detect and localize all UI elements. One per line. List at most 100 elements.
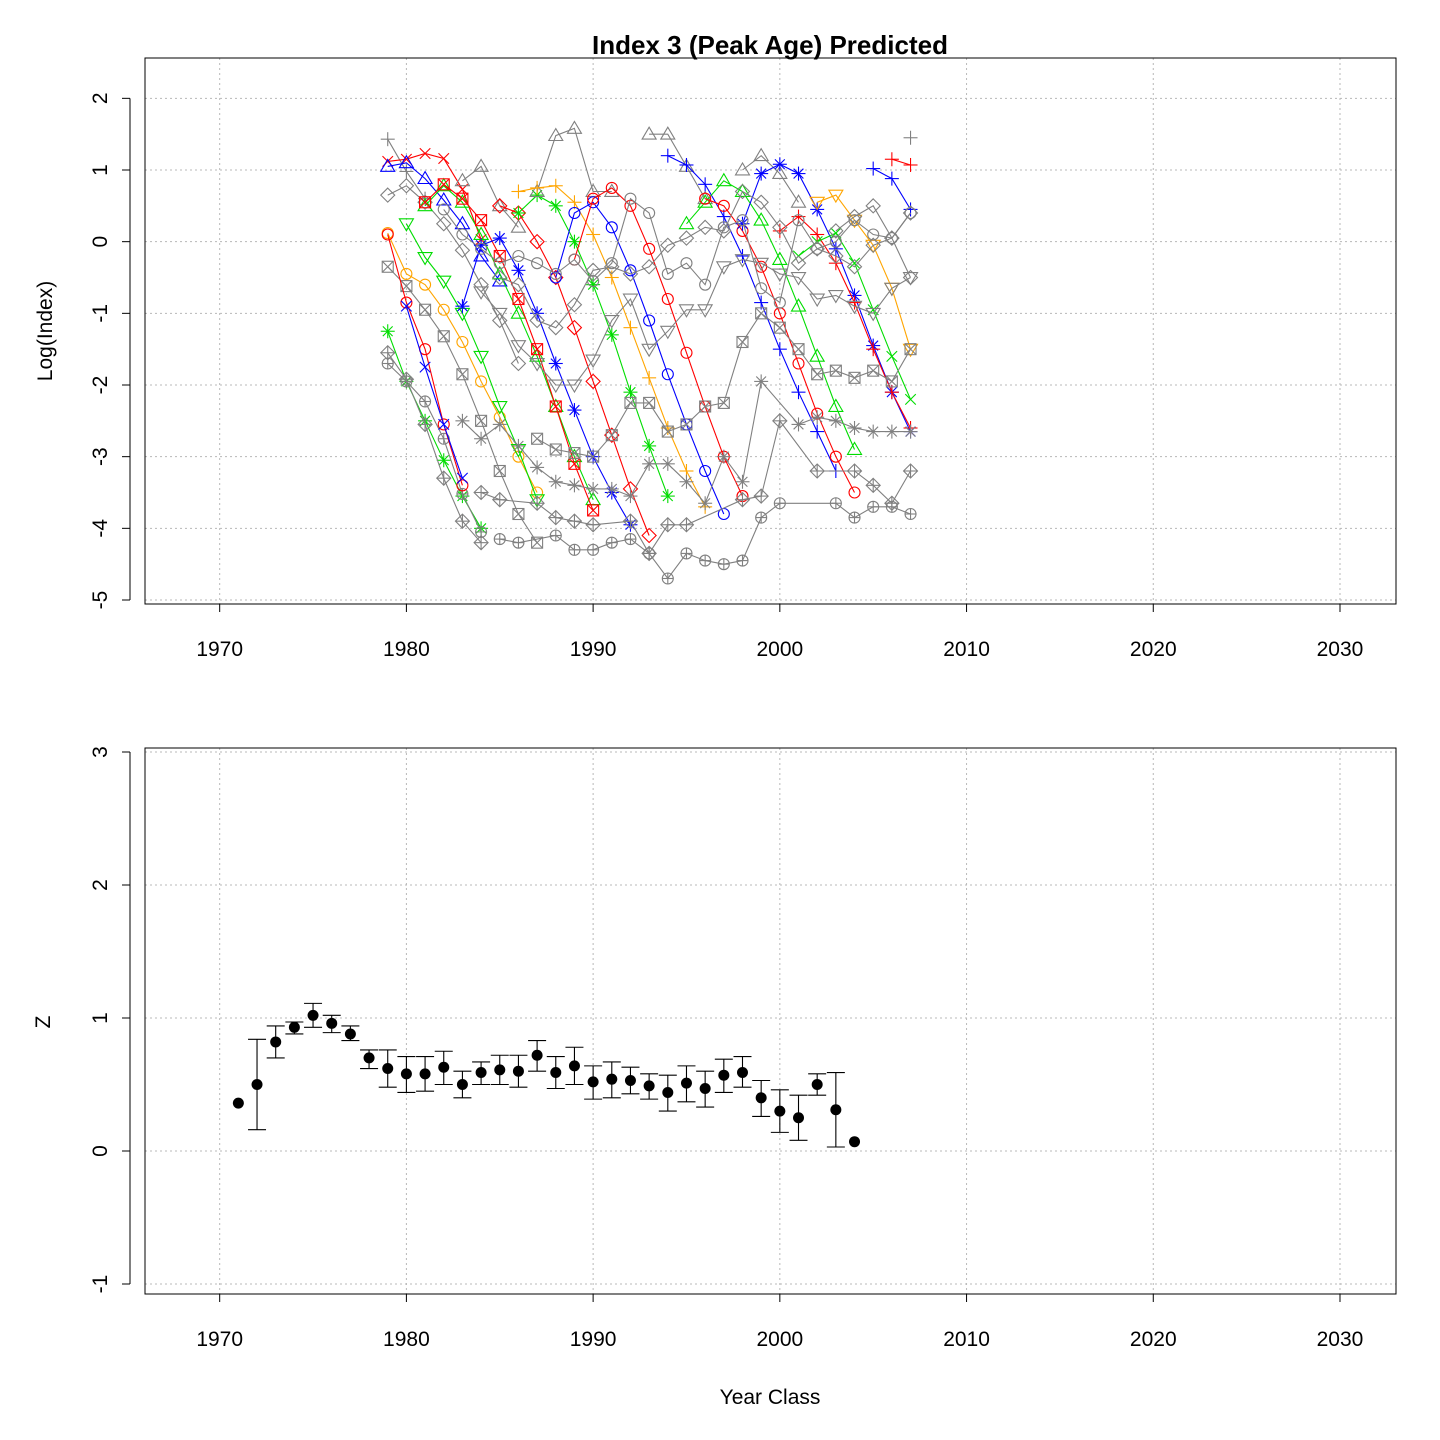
- cohort-point: [660, 148, 675, 163]
- cohort-line-21: [555, 201, 725, 515]
- cohort-point: [904, 206, 917, 220]
- cohort-point: [641, 343, 658, 358]
- cohort-point-outline: [605, 429, 618, 442]
- cohort-point: [380, 132, 395, 147]
- cohort-point: [753, 488, 769, 504]
- cohort-point: [529, 358, 546, 372]
- cohort-point: [660, 421, 675, 435]
- cohort-point: [846, 463, 863, 479]
- cohort-point: [585, 354, 602, 369]
- cohort-point-outline: [678, 215, 695, 230]
- cohort-point: [697, 194, 714, 208]
- cohort-point-stroke: [457, 415, 468, 427]
- cohort-point: [884, 385, 899, 400]
- cohort-point-stroke: [512, 508, 525, 520]
- cohort-point-outline: [753, 212, 770, 226]
- cohort-point-stroke: [569, 236, 580, 247]
- cohort-point-stroke: [849, 422, 860, 434]
- cohort-point-stroke: [625, 386, 636, 398]
- cohort-point: [771, 165, 788, 180]
- cohort-point-outline: [493, 257, 506, 270]
- cohort-point: [771, 251, 788, 266]
- cohort-point: [847, 295, 862, 310]
- cohort-point: [473, 484, 489, 501]
- cohort-point: [493, 257, 506, 270]
- cohort-point-outline: [902, 272, 919, 286]
- z-point: [550, 1067, 562, 1079]
- chart-title: Index 3 (Peak Age) Predicted: [592, 30, 948, 60]
- cohort-point-outline: [697, 219, 713, 236]
- cohort-point: [417, 251, 434, 266]
- cohort-point-outline: [734, 183, 751, 200]
- cohort-point-outline: [867, 228, 880, 241]
- cohort-point: [809, 196, 826, 211]
- cohort-point: [510, 276, 527, 293]
- cohort-point: [567, 195, 582, 210]
- cohort-point: [568, 206, 581, 220]
- cohort-point: [566, 319, 583, 336]
- cohort-point: [437, 178, 450, 191]
- cohort-point-outline: [603, 315, 620, 329]
- cohort-point-stroke: [513, 207, 524, 219]
- cohort-point: [491, 269, 508, 286]
- cohort-point: [772, 223, 787, 238]
- cohort-point: [734, 183, 751, 197]
- cohort-point: [809, 348, 826, 362]
- cohort-point-outline: [846, 258, 863, 275]
- cohort-point-outline: [641, 258, 657, 275]
- cohort-series-32: [884, 152, 918, 172]
- cohort-point: [491, 307, 508, 322]
- cohort-point: [661, 368, 674, 381]
- cohort-point-outline: [848, 214, 861, 227]
- z-point: [456, 1079, 468, 1090]
- cohort-series-34: [809, 189, 919, 358]
- top-x-tick-label: 2020: [1130, 638, 1177, 661]
- cohort-point: [680, 418, 693, 431]
- bottom-x-tick-label: 1990: [570, 1328, 617, 1351]
- cohort-point: [827, 398, 844, 412]
- cohort-point: [456, 487, 469, 500]
- cohort-point: [586, 481, 601, 496]
- z-point: [419, 1068, 431, 1080]
- cohort-point-outline: [753, 194, 769, 211]
- cohort-point: [865, 477, 881, 494]
- cohort-point-outline: [604, 258, 620, 275]
- bottom-x-tick-label: 2020: [1130, 1328, 1177, 1351]
- cohort-point-outline: [678, 304, 695, 318]
- cohort-point: [680, 346, 693, 359]
- cohort-point-outline: [566, 379, 583, 394]
- cohort-series-3: [379, 154, 508, 287]
- cohort-point: [773, 296, 786, 309]
- cohort-point: [660, 516, 676, 533]
- cohort-point-outline: [641, 527, 657, 544]
- cohort-point-outline: [587, 504, 600, 517]
- cohort-point-outline: [643, 314, 656, 327]
- cohort-point: [473, 350, 490, 365]
- cohort-point-outline: [547, 379, 564, 394]
- cohort-point-outline: [568, 206, 581, 220]
- cohort-point-outline: [381, 260, 394, 273]
- cohort-point-stroke: [531, 343, 543, 356]
- cohort-point: [699, 192, 712, 205]
- z-point: [400, 1068, 412, 1080]
- cohort-point: [624, 533, 637, 546]
- cohort-series-23: [641, 126, 714, 205]
- cohort-point-outline: [398, 154, 415, 169]
- cohort-point-outline: [510, 305, 527, 319]
- cohort-point: [884, 495, 900, 512]
- z-point: [307, 1009, 319, 1021]
- cohort-line-32: [891, 158, 911, 166]
- cohort-point: [400, 375, 413, 388]
- cohort-point: [623, 320, 638, 335]
- cohort-point: [529, 495, 545, 512]
- cohort-point: [754, 295, 769, 310]
- cohort-point: [624, 192, 637, 205]
- cohort-point: [622, 513, 639, 529]
- cohort-point-outline: [419, 303, 432, 316]
- cohort-point-stroke: [848, 257, 861, 269]
- cohort-point: [491, 312, 508, 329]
- cohort-point: [456, 479, 469, 492]
- cohort-point: [697, 304, 714, 318]
- top-y-tick-label: -5: [89, 591, 112, 610]
- z-point: [680, 1077, 692, 1089]
